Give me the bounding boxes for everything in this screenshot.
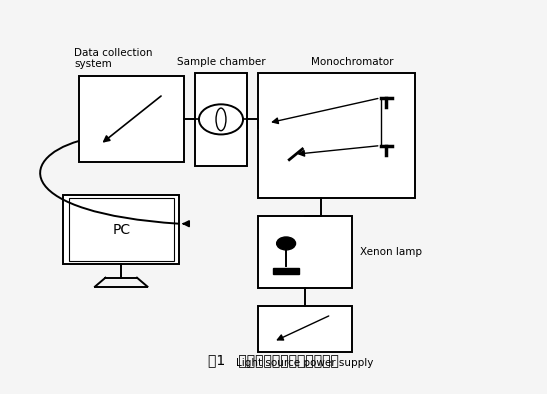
Bar [79,76,184,162]
Text: Sample chamber: Sample chamber [177,58,265,67]
Text: Light source power supply: Light source power supply [236,358,374,368]
Text: PC: PC [112,223,130,236]
Text: 图1   材料透过率测量系统示意图: 图1 材料透过率测量系统示意图 [208,353,339,367]
Bar [195,73,247,166]
Text: Xenon lamp: Xenon lamp [360,247,422,257]
Text: Monochromator: Monochromator [311,58,393,67]
Bar [258,216,352,288]
Bar [258,306,352,352]
Text: Data collection
system: Data collection system [74,48,153,69]
Bar [63,195,179,264]
Bar [258,73,415,198]
Bar [69,198,174,261]
Bar [273,268,299,274]
Circle shape [277,237,295,250]
